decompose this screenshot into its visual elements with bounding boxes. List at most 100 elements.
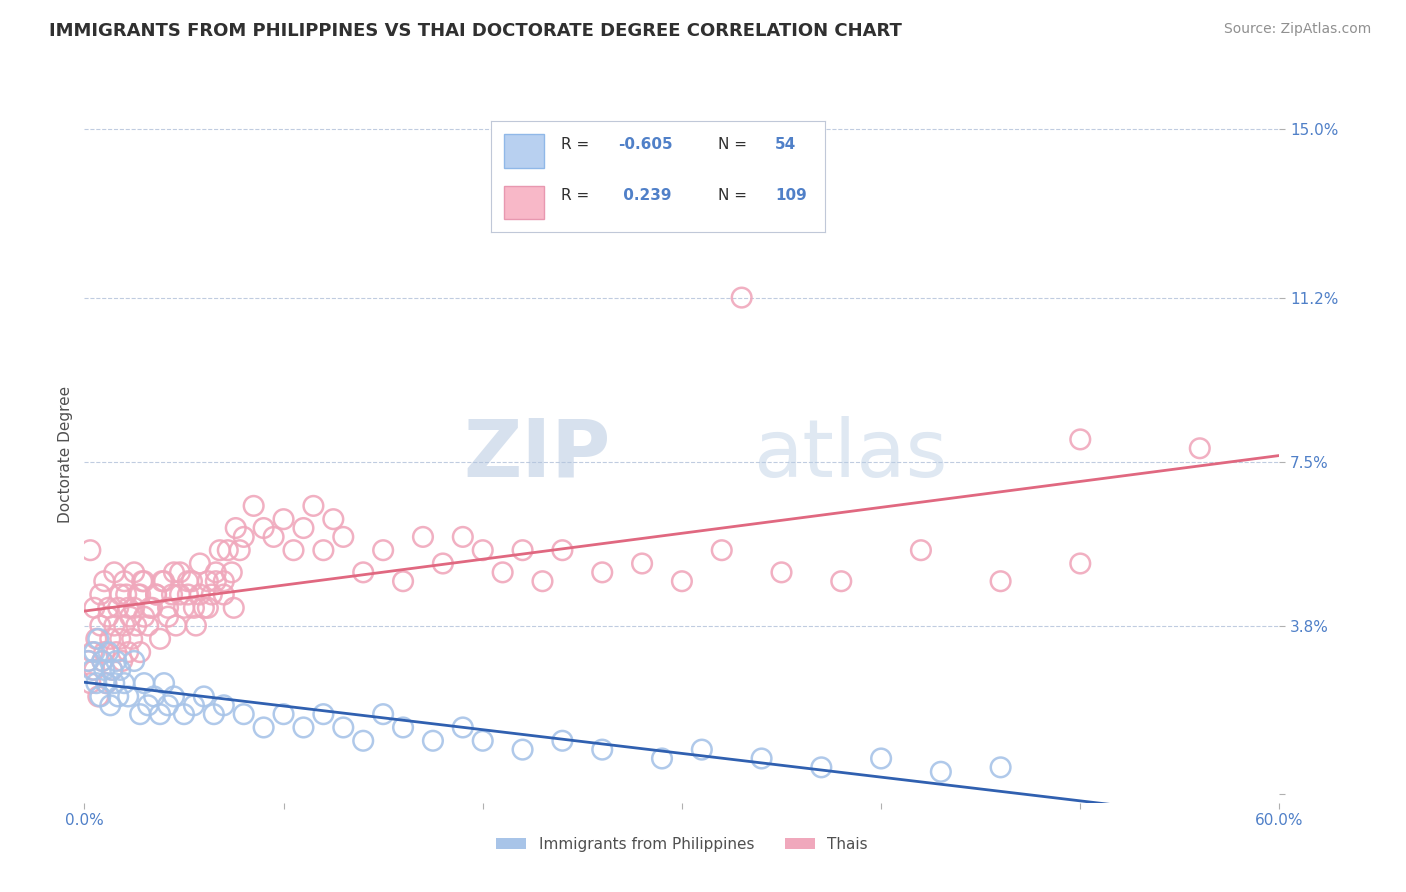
- Point: [101, 663, 124, 677]
- Point: [93, 663, 115, 677]
- Point: [551, 733, 574, 747]
- Point: [120, 609, 142, 624]
- Point: [232, 530, 254, 544]
- Point: [232, 707, 254, 722]
- Point: [770, 566, 793, 580]
- Point: [157, 609, 180, 624]
- Text: ZIP: ZIP: [463, 416, 610, 494]
- Point: [205, 574, 228, 589]
- Point: [83, 600, 105, 615]
- Point: [98, 698, 121, 713]
- Point: [87, 632, 110, 646]
- Point: [471, 543, 494, 558]
- Point: [183, 698, 205, 713]
- Point: [512, 543, 534, 558]
- Point: [82, 663, 104, 677]
- Point: [169, 566, 191, 580]
- Point: [97, 609, 120, 624]
- Y-axis label: Doctorate Degree: Doctorate Degree: [58, 386, 73, 524]
- Point: [121, 632, 143, 646]
- Point: [153, 676, 176, 690]
- Point: [181, 574, 204, 589]
- Point: [160, 587, 183, 601]
- Point: [107, 690, 129, 704]
- Point: [131, 574, 153, 589]
- Point: [91, 654, 114, 668]
- Point: [141, 600, 163, 615]
- Point: [322, 512, 344, 526]
- Point: [183, 600, 205, 615]
- Point: [184, 618, 207, 632]
- Point: [111, 654, 134, 668]
- Text: Source: ZipAtlas.com: Source: ZipAtlas.com: [1223, 22, 1371, 37]
- Point: [87, 690, 110, 704]
- Point: [101, 663, 124, 677]
- Point: [103, 618, 125, 632]
- Point: [86, 676, 108, 690]
- Point: [125, 618, 148, 632]
- Point: [150, 574, 173, 589]
- Point: [810, 760, 832, 774]
- Point: [127, 587, 149, 601]
- Point: [117, 600, 139, 615]
- Point: [105, 654, 128, 668]
- Point: [115, 587, 138, 601]
- Point: [651, 751, 673, 765]
- Point: [591, 742, 613, 756]
- Point: [690, 742, 713, 756]
- Point: [263, 530, 285, 544]
- Point: [107, 600, 129, 615]
- Point: [352, 566, 374, 580]
- Point: [112, 676, 135, 690]
- Point: [165, 618, 187, 632]
- Point: [89, 587, 111, 601]
- Point: [193, 690, 215, 704]
- Point: [531, 574, 554, 589]
- Point: [83, 663, 105, 677]
- Point: [253, 521, 276, 535]
- Point: [292, 521, 315, 535]
- Point: [1069, 557, 1091, 571]
- Point: [122, 654, 145, 668]
- Point: [292, 721, 315, 735]
- Point: [139, 600, 162, 615]
- Point: [208, 543, 231, 558]
- Point: [122, 566, 145, 580]
- Point: [352, 733, 374, 747]
- Point: [169, 587, 191, 601]
- Point: [103, 566, 125, 580]
- Point: [222, 600, 245, 615]
- Point: [471, 733, 494, 747]
- Point: [751, 751, 773, 765]
- Point: [929, 764, 952, 779]
- Point: [217, 543, 239, 558]
- Text: atlas: atlas: [754, 416, 948, 494]
- Point: [96, 676, 118, 690]
- Point: [242, 499, 264, 513]
- Point: [136, 698, 159, 713]
- Point: [591, 566, 613, 580]
- Point: [1069, 433, 1091, 447]
- Point: [157, 698, 180, 713]
- Point: [197, 574, 219, 589]
- Point: [143, 690, 166, 704]
- Point: [177, 574, 200, 589]
- Point: [163, 566, 186, 580]
- Point: [1188, 442, 1211, 456]
- Point: [110, 663, 132, 677]
- Point: [671, 574, 693, 589]
- Point: [122, 600, 145, 615]
- Point: [173, 707, 195, 722]
- Point: [870, 751, 893, 765]
- Point: [117, 645, 139, 659]
- Point: [153, 574, 176, 589]
- Point: [830, 574, 852, 589]
- Point: [93, 645, 115, 659]
- Point: [112, 574, 135, 589]
- Point: [201, 587, 224, 601]
- Point: [91, 654, 114, 668]
- Point: [79, 676, 101, 690]
- Point: [492, 566, 515, 580]
- Point: [132, 574, 156, 589]
- Point: [110, 587, 132, 601]
